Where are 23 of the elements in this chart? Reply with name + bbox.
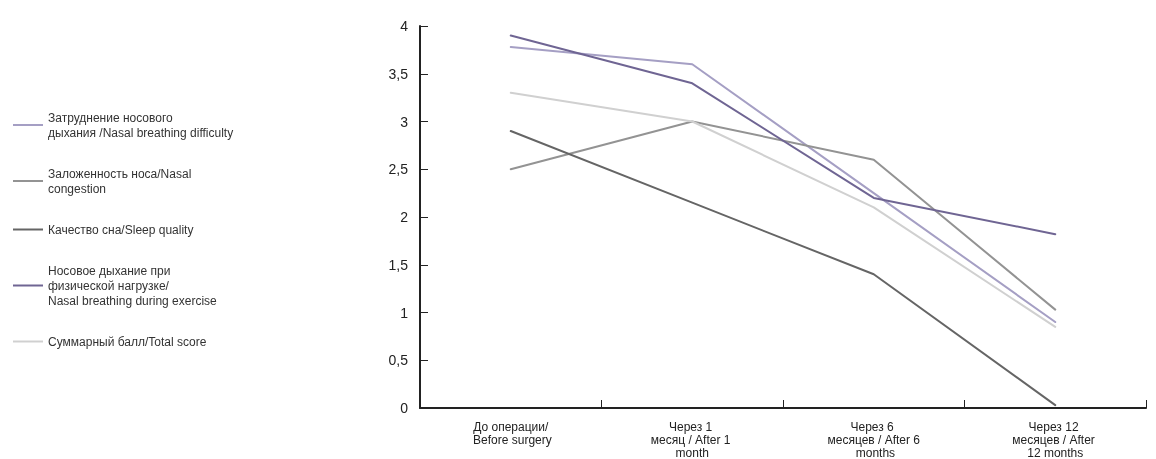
y-tick-label: 2,5 bbox=[388, 161, 409, 178]
legend-label: Заложенность носа/Nasal congestion bbox=[48, 166, 195, 196]
y-tick-label: 3,5 bbox=[388, 65, 409, 82]
line-series bbox=[509, 46, 1057, 324]
y-tick-label: 2 bbox=[400, 209, 409, 225]
y-tick-label: 0 bbox=[400, 400, 409, 416]
y-tick-label: 1 bbox=[400, 304, 409, 321]
line-series bbox=[509, 34, 1057, 236]
legend-label: Суммарный балл/Total score bbox=[48, 334, 207, 349]
x-tick-label: Через 1 месяц / After 1 month bbox=[650, 419, 734, 459]
legend-label: Носовое дыхание при физической нагрузке/Nasal breathing during exercise bbox=[48, 263, 218, 308]
y-tick-label: 4 bbox=[400, 18, 409, 34]
legend-label: Затруднение носового дыхания /Nasal breathing difficulty bbox=[48, 110, 234, 140]
x-tick-label: Через 6 месяцев / After 6 months bbox=[827, 419, 921, 459]
line-series bbox=[509, 130, 1057, 407]
line-series bbox=[509, 91, 1057, 328]
legend-label: Качество сна/Sleep quality bbox=[48, 222, 194, 237]
y-tick-label: 3 bbox=[400, 113, 409, 130]
x-tick-label: До операции/ Before surgery bbox=[469, 419, 552, 447]
y-tick-label: 0,5 bbox=[388, 352, 409, 369]
line-series bbox=[509, 120, 1057, 311]
x-tick-label: Через 12 месяцев / After 12 months bbox=[1012, 419, 1099, 459]
y-tick-label: 1,5 bbox=[388, 256, 409, 273]
